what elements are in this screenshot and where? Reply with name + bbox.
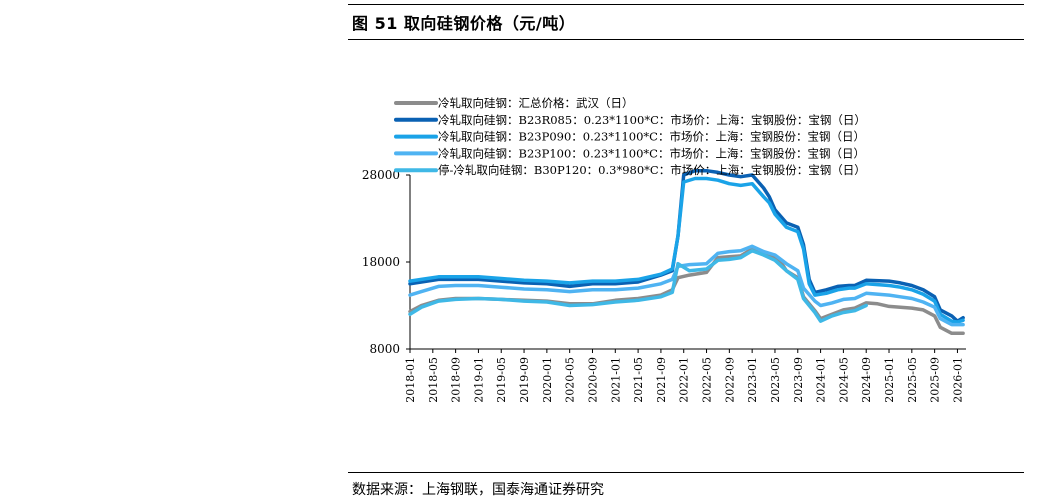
source-note: 数据来源：上海钢联，国泰海通证券研究 [352,482,604,498]
x-tick-label: 2024-09 [860,357,873,403]
series-line-2 [408,168,965,323]
x-tick-label: 2025-01 [883,357,896,403]
x-tick-label: 2023-01 [746,357,759,403]
chart-series [408,168,965,336]
x-tick-label: 2019-09 [518,357,531,403]
x-tick-label: 2018-01 [404,357,417,403]
bottom-rule [348,472,1024,473]
y-tick-label: 28000 [362,168,400,182]
top-rule [348,4,1024,5]
x-tick-label: 2018-05 [427,357,440,403]
figure-title: 图 51 取向硅钢价格（元/吨） [352,14,576,33]
x-tick-label: 2026-01 [951,357,964,403]
x-tick-label: 2019-05 [495,357,508,403]
legend-label-4: 冷轧取向硅钢：B23P100：0.23*1100*C：市场价：上海：宝钢股份：宝… [438,146,865,160]
x-tick-label: 2021-05 [632,357,645,403]
x-tick-label: 2020-09 [586,357,599,403]
x-tick-label: 2020-01 [541,357,554,403]
x-tick-label: 2024-01 [815,357,828,403]
series-line-5 [408,248,868,323]
legend-label-2: 冷轧取向硅钢：B23R085：0.23*1100*C：市场价：上海：宝钢股份：宝… [438,113,866,127]
x-tick-label: 2020-05 [564,357,577,403]
x-tick-label: 2023-09 [792,357,805,403]
x-tick-label: 2025-09 [929,357,942,403]
title-rule [348,39,1024,40]
y-tick-label: 18000 [362,255,400,269]
x-tick-label: 2022-01 [678,357,691,403]
x-tick-label: 2022-09 [723,357,736,403]
x-tick-label: 2021-09 [655,357,668,403]
x-tick-label: 2018-09 [450,357,463,403]
chart-legend: 冷轧取向硅钢：汇总价格：武汉（日） 冷轧取向硅钢：B23R085：0.23*110… [394,96,866,177]
series-line-4 [408,244,965,327]
legend-label-5: 停-冷轧取向硅钢：B30P120：0.3*980*C：市场价：上海：宝钢股份：宝… [438,163,866,177]
chart-axes: 8000 18000 28000 2018-01 2018-05 2018-09 2019-… [362,168,966,403]
x-tick-label: 2022-05 [701,357,714,403]
legend-label-3: 冷轧取向硅钢：B23P090：0.23*1100*C：市场价：上海：宝钢股份：宝… [438,130,865,144]
legend-label-1: 冷轧取向硅钢：汇总价格：武汉（日） [438,96,634,110]
y-tick-label: 8000 [369,342,400,356]
series-line-3 [408,176,965,324]
x-tick-label: 2019-01 [472,357,485,403]
price-line-chart: 8000 18000 28000 2018-01 2018-05 2018-09 2019-… [362,96,966,403]
series-line-1 [408,247,965,336]
x-tick-label: 2024-05 [837,357,850,403]
x-tick-label: 2025-05 [906,357,919,403]
x-tick-label: 2021-01 [609,357,622,403]
x-tick-label: 2023-05 [769,357,782,403]
